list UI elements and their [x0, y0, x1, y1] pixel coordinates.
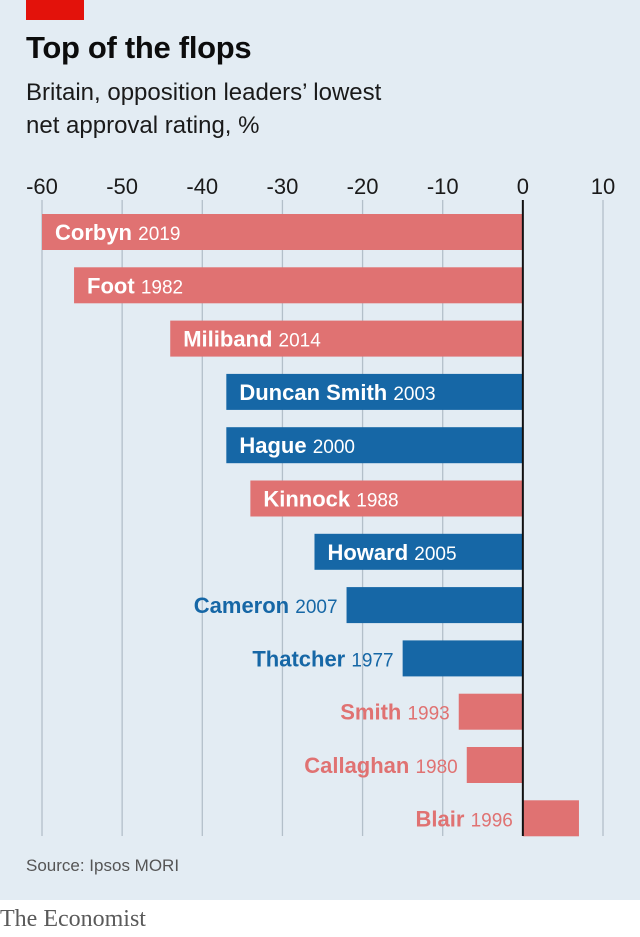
- bar: [226, 427, 523, 464]
- brand-accent-tag: [26, 0, 84, 20]
- bar-label-year: 2000: [313, 437, 355, 458]
- bar: [170, 320, 523, 357]
- bar-label-name: Kinnock: [263, 487, 356, 512]
- x-tick-label: -30: [267, 174, 299, 199]
- source-note: Source: Ipsos MORI: [26, 856, 180, 875]
- bar-label-name: Foot: [87, 273, 141, 298]
- bar-label-year: 1993: [407, 704, 449, 725]
- bar-label: Smith 1993: [340, 700, 450, 725]
- bar: [346, 587, 523, 624]
- x-tick-label: 10: [591, 174, 615, 199]
- bar-label-year: 1982: [141, 277, 183, 298]
- bar-label-name: Howard: [327, 540, 414, 565]
- bar: [522, 800, 579, 837]
- bar: [314, 533, 523, 570]
- bar: [458, 693, 523, 730]
- bar-label-year: 1988: [356, 491, 398, 512]
- subtitle-line-1: Britain, opposition leaders’ lowest: [26, 79, 382, 106]
- chart-title: Top of the flops: [26, 30, 252, 65]
- bar-label-year: 2003: [393, 384, 435, 405]
- publisher-logo: The Economist: [0, 906, 146, 932]
- bar-label-name: Corbyn: [55, 220, 138, 245]
- x-tick-label: 0: [517, 174, 529, 199]
- bar-label: Callaghan 1980: [304, 753, 458, 778]
- bar-label: Duncan Smith 2003: [239, 380, 435, 405]
- bar-label: Thatcher 1977: [252, 646, 393, 671]
- bar: [226, 373, 523, 410]
- bar: [74, 267, 523, 304]
- bar-label-year: 2014: [279, 331, 322, 352]
- bar-label-name: Thatcher: [252, 646, 351, 671]
- bar-label: Hague 2000: [239, 433, 355, 458]
- bar-label-name: Cameron: [194, 593, 295, 618]
- bar: [42, 214, 523, 250]
- bar-label: Kinnock 1988: [263, 487, 398, 512]
- bar-label-year: 2005: [414, 544, 456, 565]
- bar-label-name: Callaghan: [304, 753, 415, 778]
- bar-label: Corbyn 2019: [55, 220, 180, 245]
- bar-label-name: Duncan Smith: [239, 380, 393, 405]
- chart-subtitle: Britain, opposition leaders’ lowest net …: [26, 76, 626, 142]
- bar: [402, 640, 523, 677]
- bar-label: Cameron 2007: [194, 593, 338, 618]
- bar-label: Foot 1982: [87, 273, 183, 298]
- bar-label-name: Miliband: [183, 327, 278, 352]
- subtitle-line-2: net approval rating, %: [26, 112, 260, 139]
- bar-label-name: Smith: [340, 700, 407, 725]
- bar-label-year: 1996: [471, 810, 513, 831]
- bar: [250, 480, 523, 517]
- bar-label-name: Blair: [416, 806, 471, 831]
- bar-label: Blair 1996: [416, 806, 513, 831]
- x-tick-label: -20: [347, 174, 379, 199]
- x-tick-label: -10: [427, 174, 459, 199]
- x-tick-label: -60: [26, 174, 58, 199]
- bar-label-year: 1977: [351, 650, 393, 671]
- bar-label-name: Hague: [239, 433, 312, 458]
- bar: [466, 747, 523, 783]
- x-tick-label: -40: [186, 174, 218, 199]
- bar-chart: -60 -50 -40 -30 -20 -10 0 10 Corbyn 2019 Foot 198…: [26, 174, 615, 837]
- bar-label: Miliband 2014: [183, 327, 321, 352]
- x-tick-label: -50: [106, 174, 138, 199]
- bar-label-year: 2019: [138, 224, 180, 245]
- bar-label-year: 2007: [295, 597, 337, 618]
- bar-label-year: 1980: [415, 757, 457, 778]
- bar-label: Howard 2005: [327, 540, 456, 565]
